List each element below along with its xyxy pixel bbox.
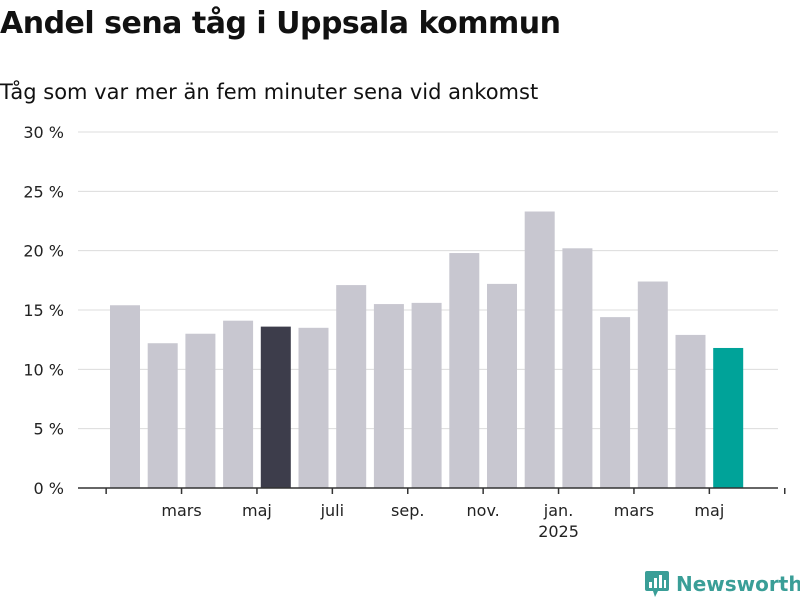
bar: [713, 347, 744, 488]
bar: [185, 333, 216, 488]
bar: [600, 317, 631, 488]
x-tick-label: jan.: [543, 501, 573, 520]
bar: [336, 285, 367, 488]
bar: [260, 326, 291, 488]
bar: [110, 305, 140, 488]
x-tick-label: maj: [694, 501, 724, 520]
y-tick-label: 25 %: [23, 182, 64, 201]
chart-title: Andel sena tåg i Uppsala kommun: [0, 6, 561, 41]
brand-name: Newsworthy: [676, 572, 800, 596]
y-tick-label: 20 %: [23, 242, 64, 261]
bar: [373, 304, 404, 488]
bar: [411, 302, 442, 488]
y-tick-label: 10 %: [23, 360, 64, 379]
bar: [637, 281, 668, 488]
y-tick-label: 0 %: [34, 479, 64, 498]
x-tick-label: juli: [320, 501, 344, 520]
x-tick-label: maj: [242, 501, 272, 520]
x-tick-label: mars: [614, 501, 654, 520]
x-tick-sublabel: 2025: [538, 522, 579, 541]
bar: [298, 327, 329, 488]
x-tick-label: nov.: [467, 501, 500, 520]
y-tick-label: 30 %: [23, 123, 64, 142]
bar: [562, 248, 593, 488]
x-tick-label: sep.: [391, 501, 424, 520]
bar: [223, 320, 254, 488]
bar: [449, 253, 480, 488]
bar: [487, 283, 517, 488]
x-tick-label: mars: [161, 501, 201, 520]
y-tick-label: 5 %: [34, 420, 64, 439]
bar: [675, 334, 706, 488]
brand-logo: Newsworthy: [644, 570, 800, 598]
chart-subtitle: Tåg som var mer än fem minuter sena vid …: [0, 80, 539, 104]
bar: [147, 343, 178, 488]
y-tick-label: 15 %: [23, 301, 64, 320]
bar-chart: 0 % 5 % 10 % 15 % 20 % 25 % 30 % mars maj juli sep…: [23, 123, 786, 541]
newsworthy-logo-icon: [645, 571, 669, 597]
bar: [524, 211, 555, 489]
